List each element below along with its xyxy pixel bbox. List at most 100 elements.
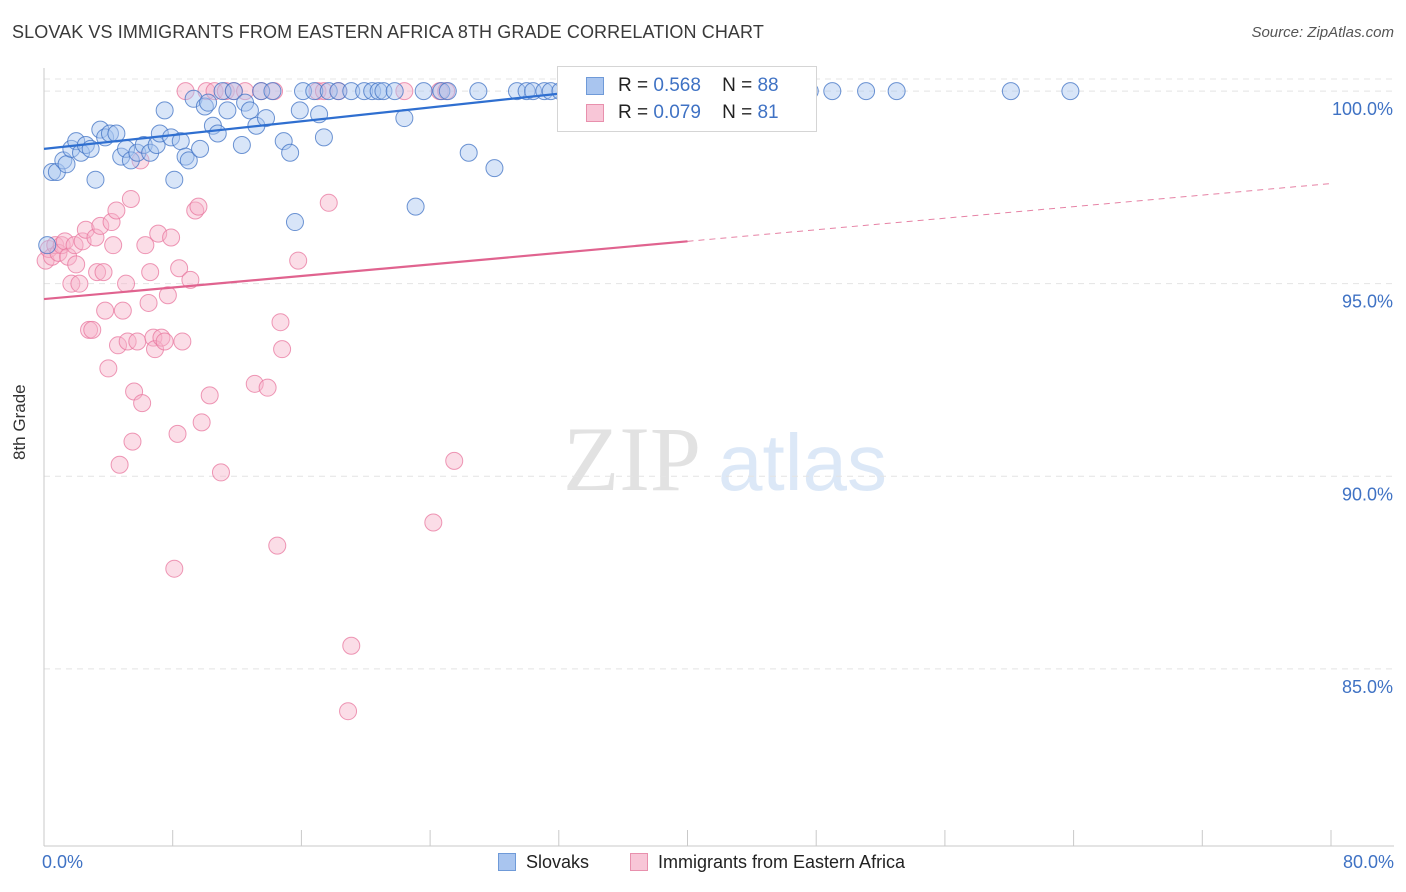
y-tick-label: 90.0% [1342,484,1393,504]
point-slovaks [38,236,57,255]
point-immigrants [76,220,95,239]
point-slovaks [459,143,478,162]
point-immigrants [110,455,129,474]
point-slovaks [199,93,218,112]
point-immigrants [271,313,290,332]
trend-line-immigrants [43,240,688,301]
point-slovaks [47,162,66,181]
point-slovaks [517,82,536,101]
point-immigrants [86,228,105,247]
legend-r-label: R = [618,102,649,123]
point-immigrants [181,270,200,289]
zipatlas-watermark: ZIP atlas [563,408,887,510]
point-immigrants [162,228,181,247]
point-slovaks [57,155,76,174]
point-slovaks [369,82,388,101]
point-slovaks [438,82,457,101]
point-immigrants [319,193,338,212]
point-slovaks [43,162,62,181]
point-immigrants [211,463,230,482]
point-immigrants [91,216,110,235]
y-tick-label: 85.0% [1342,677,1393,697]
watermark-atlas: atlas [718,418,887,507]
grid-lines [44,78,1394,670]
series-immigrants-eastern-africa [36,82,464,721]
bottom-legend-swatch-pink [630,853,648,871]
point-slovaks [395,109,414,128]
point-slovaks [1001,82,1020,101]
point-immigrants [88,263,107,282]
point-slovaks [179,151,198,170]
point-slovaks [224,82,243,101]
point-immigrants [102,213,121,232]
point-immigrants [200,386,219,405]
point-slovaks [406,197,425,216]
legend-n-label: N = [722,75,753,96]
point-immigrants [173,332,192,351]
trend-line-slovaks [43,90,584,150]
bottom-legend-label-slovaks: Slovaks [526,852,590,872]
point-immigrants [189,197,208,216]
legend-n-label: N = [722,102,753,123]
point-immigrants [83,320,102,339]
point-immigrants [339,702,358,721]
point-immigrants [139,293,158,312]
point-immigrants [96,301,115,320]
point-immigrants [136,236,155,255]
point-immigrants [123,432,142,451]
point-slovaks [165,170,184,189]
y-tick-label: 95.0% [1342,292,1393,312]
point-immigrants [395,82,414,101]
point-immigrants [170,259,189,278]
point-immigrants [268,536,287,555]
point-slovaks [823,82,842,101]
trend-lines [43,90,1332,301]
point-immigrants [67,255,86,274]
point-slovaks [121,151,140,170]
point-slovaks [128,143,147,162]
point-immigrants [109,336,128,355]
x-tick-label-max: 80.0% [1342,852,1394,872]
point-slovaks [305,82,324,101]
point-immigrants [273,340,292,359]
point-immigrants [133,394,152,413]
point-immigrants [168,424,187,443]
point-immigrants [165,559,184,578]
y-axis-label: 8th Grade [10,384,29,460]
bottom-legend-swatch-blue [498,853,516,871]
point-slovaks [141,143,160,162]
point-immigrants [128,332,147,351]
point-slovaks [469,82,488,101]
point-slovaks [208,124,227,143]
legend-r-label: R = [618,75,649,96]
x-tick-label-min: 0.0% [42,852,84,872]
point-slovaks [507,82,526,101]
point-immigrants [117,274,136,293]
point-slovaks [274,132,293,151]
point-slovaks [281,143,300,162]
point-slovaks [263,82,282,101]
point-immigrants [141,263,160,282]
point-immigrants [121,189,140,208]
point-immigrants [107,201,126,220]
point-immigrants [94,263,113,282]
point-slovaks [1061,82,1080,101]
point-slovaks [290,101,309,120]
point-slovaks [155,101,174,120]
point-immigrants [289,251,308,270]
point-slovaks [414,82,433,101]
watermark-zip: ZIP [563,408,701,510]
chart-title: SLOVAK VS IMMIGRANTS FROM EASTERN AFRICA… [12,22,764,42]
point-immigrants [70,274,89,293]
point-immigrants [314,82,333,101]
legend-n-value-immigrants: 81 [757,102,779,123]
point-immigrants [55,232,74,251]
point-slovaks [887,82,906,101]
trend-extension-immigrants [687,183,1332,242]
point-immigrants [192,413,211,432]
point-immigrants [342,636,361,655]
point-slovaks [257,109,276,128]
y-tick-labels: 85.0% 90.0% 95.0% 100.0% [1332,99,1393,697]
bottom-legend-immigrants: Immigrants from Eastern Africa [630,852,905,873]
